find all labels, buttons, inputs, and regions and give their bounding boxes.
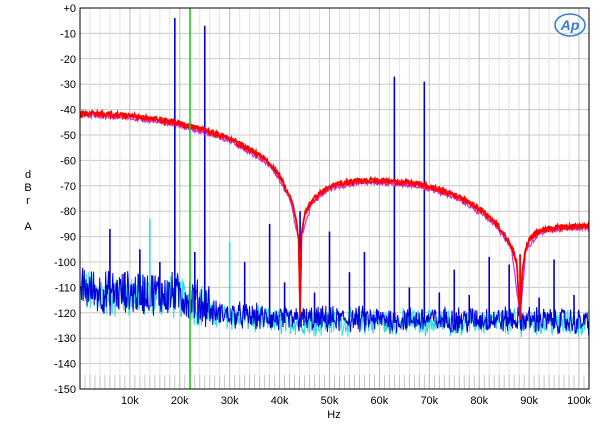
noise-floor-blue bbox=[80, 267, 589, 336]
ap-logo: Ap bbox=[554, 13, 586, 37]
y-tick-label: +0 bbox=[63, 3, 76, 15]
y-axis-tick-labels: +0 -10 -20 -30 -40 -50 -60 -70 -80 -90 -100 -110 -12… bbox=[54, 3, 76, 396]
y-tick-label: -70 bbox=[60, 181, 76, 193]
response-curve-red bbox=[80, 108, 589, 320]
y-tick-label: -30 bbox=[60, 79, 76, 91]
x-tick-label: 50k bbox=[321, 395, 339, 407]
x-tick-label: 20k bbox=[171, 395, 189, 407]
plot-area bbox=[80, 8, 589, 389]
y-axis-label-char: r bbox=[26, 195, 30, 207]
x-tick-label: 100k bbox=[567, 395, 591, 407]
x-tick-label: 80k bbox=[470, 395, 488, 407]
y-tick-label: -80 bbox=[60, 206, 76, 218]
grid bbox=[80, 7, 589, 390]
x-tick-label: 60k bbox=[371, 395, 389, 407]
x-tick-label: 10k bbox=[121, 395, 139, 407]
x-tick-label: 40k bbox=[271, 395, 289, 407]
y-axis-label-char: A bbox=[24, 221, 32, 233]
x-axis-tick-labels: 10k 20k 30k 40k 50k 60k 70k 80k 90k 100k bbox=[121, 395, 591, 407]
plot-frame bbox=[79, 7, 590, 390]
x-axis-label: Hz bbox=[327, 409, 340, 421]
y-tick-label: -60 bbox=[60, 155, 76, 167]
y-tick-label: -100 bbox=[54, 257, 76, 269]
y-tick-label: -120 bbox=[54, 308, 76, 320]
x-tick-label: 70k bbox=[420, 395, 438, 407]
y-tick-label: -150 bbox=[54, 384, 76, 396]
y-axis-label-char: B bbox=[24, 182, 31, 194]
y-tick-label: -130 bbox=[54, 333, 76, 345]
y-tick-label: -140 bbox=[54, 359, 76, 371]
y-axis-label-char: d bbox=[25, 169, 31, 181]
y-tick-label: -50 bbox=[60, 130, 76, 142]
y-tick-label: -20 bbox=[60, 54, 76, 66]
y-tick-label: -90 bbox=[60, 232, 76, 244]
x-tick-label: 90k bbox=[520, 395, 538, 407]
ap-logo-text: Ap bbox=[560, 17, 580, 33]
x-tick-label: 30k bbox=[221, 395, 239, 407]
y-tick-label: -40 bbox=[60, 105, 76, 117]
y-tick-label: -10 bbox=[60, 28, 76, 40]
y-tick-label: -110 bbox=[55, 282, 76, 294]
y-axis-label: dBr A bbox=[24, 169, 32, 233]
